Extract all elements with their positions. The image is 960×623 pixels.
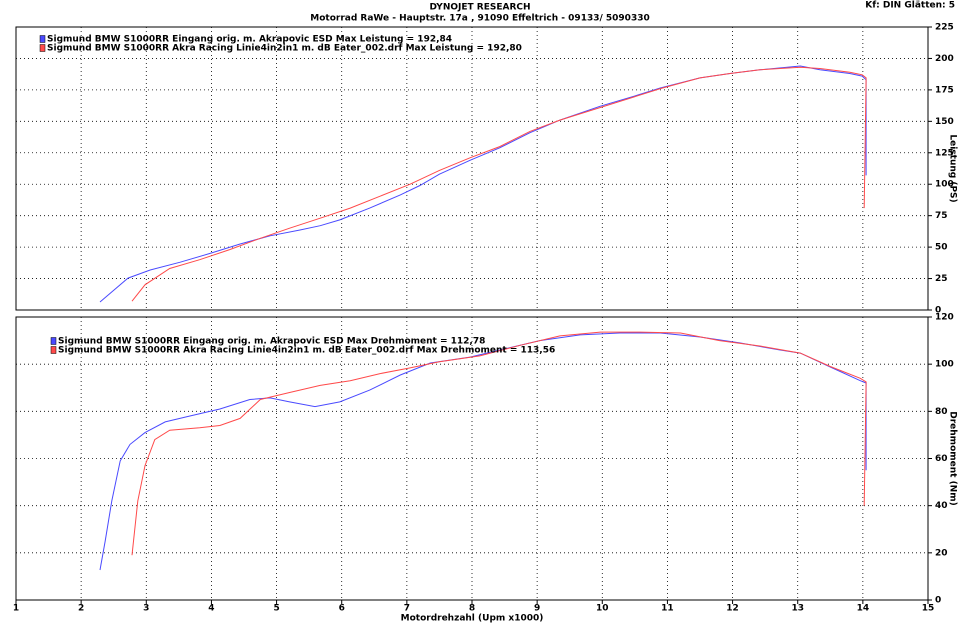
y-tick-label: 120 xyxy=(935,313,954,323)
legend-entry: Sigmund BMW S1000RR Akra Racing Linie4in… xyxy=(47,44,522,54)
y-tick-label: 225 xyxy=(935,23,954,33)
header-title: DYNOJET RESEARCH xyxy=(429,3,530,13)
power-curve xyxy=(131,331,867,556)
x-tick-label: 4 xyxy=(208,604,214,614)
x-tick-label: 14 xyxy=(857,604,870,614)
x-tick-label: 12 xyxy=(726,604,739,614)
y-tick-label: 100 xyxy=(935,180,954,190)
power-curve xyxy=(99,332,867,571)
legend-entry: Sigmund BMW S1000RR Eingang orig. m. Akr… xyxy=(47,35,452,45)
y-tick-label: 175 xyxy=(935,85,954,95)
y-tick-label: 80 xyxy=(935,407,948,417)
x-tick-label: 5 xyxy=(273,604,279,614)
x-tick-label: 15 xyxy=(922,604,935,614)
y-tick-label: 200 xyxy=(935,54,954,64)
power-curve xyxy=(99,65,867,303)
y-axis-label: Leistung (PS) xyxy=(948,134,958,202)
y-tick-label: 40 xyxy=(935,501,948,511)
header-settings: Kf: DIN Glätten: 5 xyxy=(865,1,955,11)
y-tick-label: 100 xyxy=(935,360,954,370)
y-tick-label: 75 xyxy=(935,211,948,221)
legend-entry: Sigmund BMW S1000RR Eingang orig. m. Akr… xyxy=(58,337,485,347)
x-tick-label: 8 xyxy=(469,604,475,614)
x-tick-label: 6 xyxy=(339,604,345,614)
x-tick-label: 3 xyxy=(143,604,149,614)
x-tick-label: 13 xyxy=(791,604,804,614)
x-tick-label: 2 xyxy=(78,604,84,614)
x-tick-label: 11 xyxy=(661,604,674,614)
y-tick-label: 125 xyxy=(935,148,954,158)
legend-swatch xyxy=(39,44,46,52)
x-tick-label: 7 xyxy=(404,604,410,614)
header-subtitle: Motorrad RaWe - Hauptstr. 17a , 91090 Ef… xyxy=(310,14,649,24)
y-tick-label: 50 xyxy=(935,243,948,253)
x-tick-label: 9 xyxy=(534,604,540,614)
y-tick-label: 0 xyxy=(935,596,941,606)
legend-entry: Sigmund BMW S1000RR Akra Racing Linie4in… xyxy=(58,346,555,356)
x-tick-label: 10 xyxy=(596,604,609,614)
legend-swatch xyxy=(50,346,57,354)
y-tick-label: 0 xyxy=(935,306,941,316)
legend-swatch xyxy=(39,35,46,43)
x-tick-label: 1 xyxy=(13,604,19,614)
y-tick-label: 60 xyxy=(935,454,948,464)
power-curve xyxy=(131,66,867,302)
y-tick-label: 25 xyxy=(935,274,948,284)
y-tick-label: 150 xyxy=(935,117,954,127)
legend-swatch xyxy=(50,337,57,345)
x-axis-label: Motordrehzahl (Upm x1000) xyxy=(401,614,544,623)
y-tick-label: 20 xyxy=(935,548,948,558)
y-axis-label: Drehmoment (Nm) xyxy=(948,411,958,505)
